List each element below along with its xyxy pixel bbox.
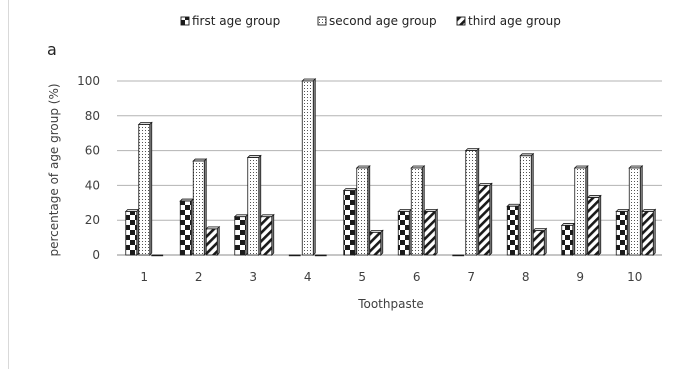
y-tick-label: 60 (85, 144, 100, 158)
bar (301, 80, 314, 256)
bar (561, 225, 574, 256)
legend-label: second age group (329, 14, 437, 28)
bar (615, 211, 628, 256)
x-tick-label: 5 (358, 270, 366, 284)
legend-swatch (317, 16, 327, 26)
y-tick-label: 40 (85, 178, 100, 192)
bar (314, 254, 327, 257)
bar (465, 150, 478, 256)
x-tick-labels: 1 2 3 4 5 6 7 8 9 10 (140, 270, 642, 284)
bar (192, 160, 205, 256)
bar (506, 205, 519, 256)
x-tick-label: 9 (576, 270, 584, 284)
x-tick-label: 10 (627, 270, 642, 284)
bar (519, 155, 532, 256)
x-tick-label: 4 (304, 270, 312, 284)
y-tick-label: 20 (85, 213, 100, 227)
figure-frame (8, 0, 684, 369)
y-tick-label: 100 (77, 74, 100, 88)
bar (288, 254, 301, 257)
bar (260, 216, 273, 256)
legend-swatch (456, 16, 466, 26)
bar (423, 211, 436, 256)
bar (151, 254, 164, 257)
bar (205, 228, 218, 256)
x-tick-label: 8 (522, 270, 530, 284)
x-tick-label: 1 (140, 270, 148, 284)
x-tick-label: 6 (413, 270, 421, 284)
legend-label: first age group (192, 14, 280, 28)
x-tick-label: 3 (249, 270, 257, 284)
y-tick-label: 80 (85, 109, 100, 123)
bars (124, 78, 657, 257)
bar (138, 124, 151, 256)
bar (356, 167, 369, 256)
bar (369, 231, 382, 256)
x-tick-label: 2 (195, 270, 203, 284)
bar (452, 254, 465, 257)
x-axis-title: Toothpaste (357, 297, 424, 311)
panel-label: a (47, 40, 57, 59)
bar (234, 216, 247, 256)
y-axis-title: percentage of age group (%) (47, 83, 61, 256)
bar (179, 200, 192, 256)
x-tick-label: 7 (467, 270, 475, 284)
bar (247, 157, 260, 256)
bar (532, 230, 545, 256)
bar (628, 167, 641, 256)
bar (410, 167, 423, 256)
y-tick-labels: 0 20 40 60 80 100 (77, 74, 100, 262)
bar (125, 211, 138, 256)
bar (343, 190, 356, 256)
bar (478, 184, 491, 256)
bar (641, 211, 654, 256)
bar (587, 197, 600, 256)
y-tick-label: 0 (92, 248, 100, 262)
legend-label: third age group (468, 14, 561, 28)
bar (574, 167, 587, 256)
bar (397, 211, 410, 256)
legend-swatch (180, 16, 190, 26)
legend: first age group second age group third age… (180, 14, 561, 28)
